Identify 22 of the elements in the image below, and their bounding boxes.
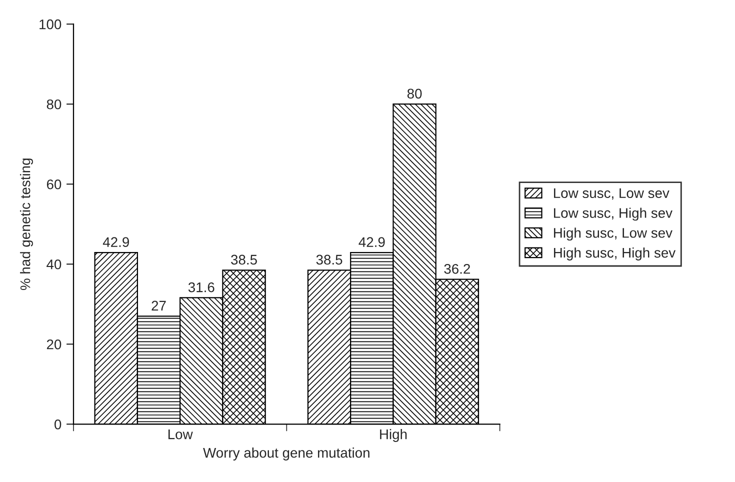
data-label: 42.9: [358, 237, 385, 248]
data-label: 42.9: [102, 237, 129, 248]
x-tick-label: Low: [168, 430, 193, 440]
x-axis-title: Worry about gene mutation: [203, 448, 370, 460]
y-tick-label: 100: [40, 19, 62, 30]
y-tick-label: 60: [46, 179, 62, 190]
y-tick-label: 20: [46, 339, 62, 350]
legend-label: High susc, Low sev: [554, 228, 672, 241]
data-label: 27: [152, 300, 166, 310]
data-label: 36.2: [444, 264, 470, 274]
data-label: 31.6: [188, 282, 214, 292]
y-tick-label: 80: [46, 99, 62, 110]
data-label: 80: [407, 88, 422, 99]
y-tick-label: 40: [46, 259, 62, 270]
legend-label: Low susc, High sev: [554, 208, 672, 221]
y-axis-title: % had genetic testing: [20, 158, 33, 290]
y-tick-label: 0: [54, 419, 62, 430]
data-label: 38.5: [316, 254, 342, 265]
legend-label: Low susc, Low sev: [554, 188, 670, 200]
legend-label: High susc, High sev: [554, 247, 676, 260]
x-tick-label: High: [380, 429, 407, 442]
data-label: 38.5: [231, 254, 257, 265]
